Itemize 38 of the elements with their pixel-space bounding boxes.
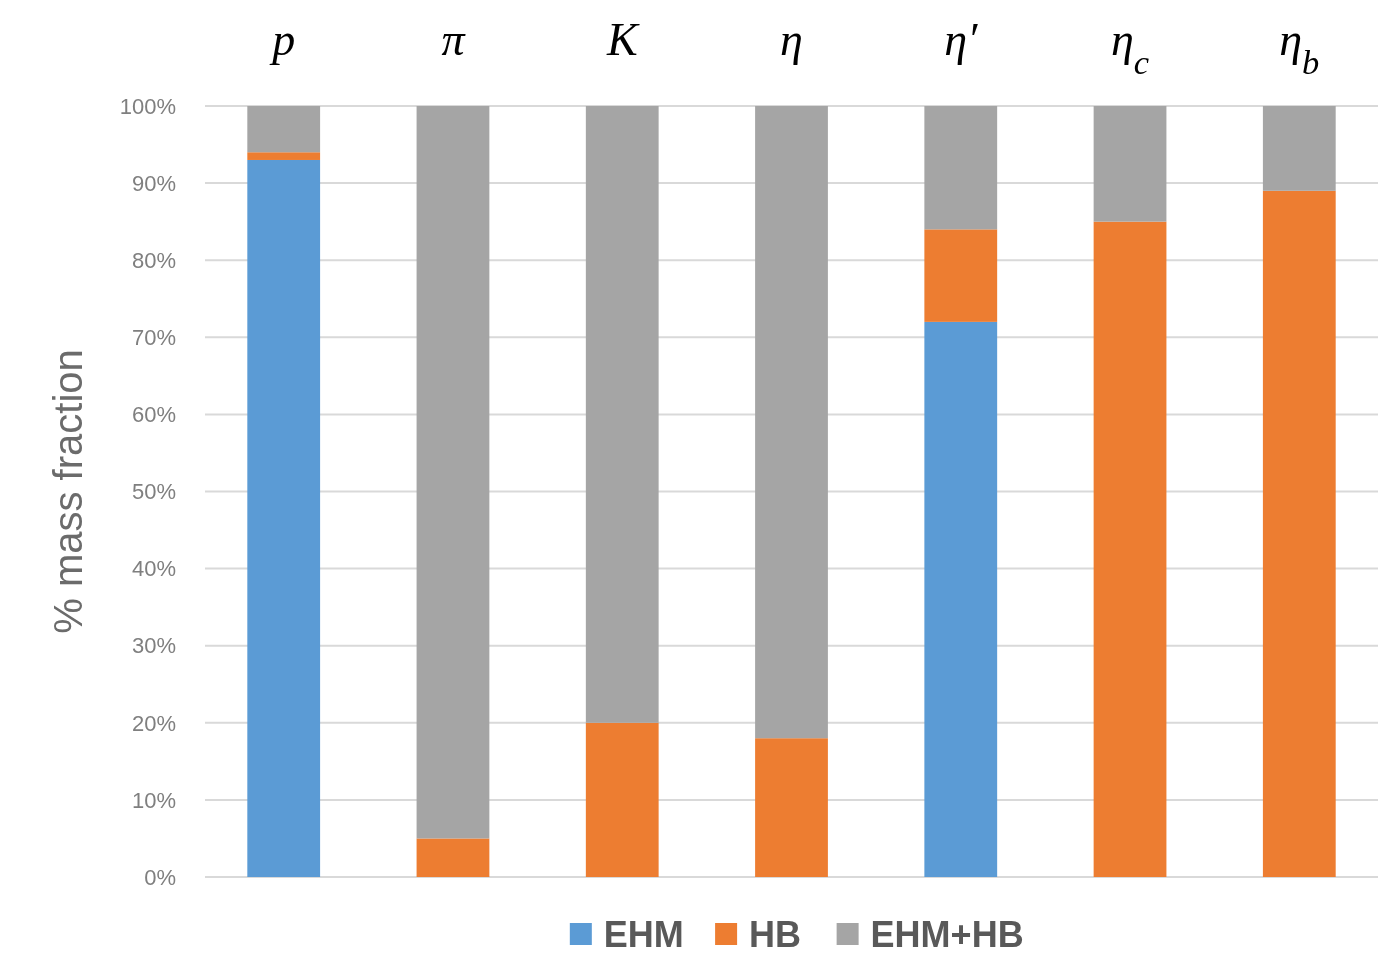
y-tick-label: 10% [131,787,176,813]
y-tick-label: 70% [131,325,176,350]
y-tick-label: 100% [119,93,176,119]
y-tick-label: 50% [131,479,176,505]
legend-label: EHM+HB [870,914,1024,955]
bar [924,229,998,322]
bar [1262,190,1336,877]
x-tick-label: p [269,14,296,65]
y-tick-label: 0% [144,864,176,890]
legend-label: EHM [603,914,684,955]
x-tick-label: η′ [944,14,979,65]
x-tick-label: η$_{c}$ [1110,14,1150,81]
x-tick-label: η$_{b}$ [1279,14,1320,81]
bar [924,321,998,877]
x-tick-label: η [780,14,803,65]
y-tick-label: 40% [131,556,176,582]
bar [247,152,321,160]
bar [755,738,828,877]
y-tick-label: 30% [131,633,176,659]
legend-label: HB [749,914,802,955]
bar [1093,221,1167,877]
y-tick-label: 20% [131,710,176,736]
bar [585,106,659,723]
bar [247,106,321,153]
y-axis-title: % mass fraction [46,349,90,634]
bar [585,722,659,877]
x-tick-label: π [441,14,467,65]
x-tick-label: K [605,14,640,65]
y-tick-label: 80% [131,247,176,273]
bar [416,838,490,877]
bar [416,106,490,839]
y-tick-label: 90% [131,170,176,196]
bar [1262,106,1336,191]
bar [247,159,321,877]
bar [755,106,828,739]
y-tick-label: 60% [131,402,176,428]
bar [924,106,998,230]
bar [1093,106,1167,222]
